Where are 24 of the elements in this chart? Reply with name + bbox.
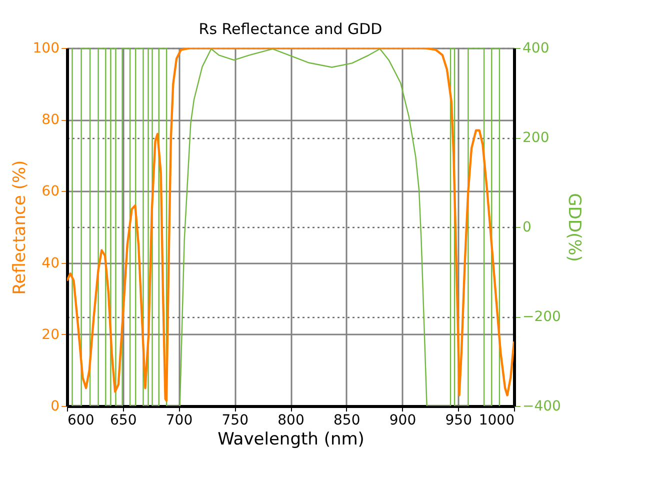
x-tick-label: 700 [166, 412, 193, 428]
y-tick-label: 100 [32, 40, 60, 56]
y-tick-label: 0 [50, 398, 60, 414]
chart-title: Rs Reflectance and GDD [198, 20, 382, 38]
y-tick-label: 80 [42, 112, 60, 128]
x-tick-label: 650 [110, 412, 137, 428]
x-axis-title: Wavelength (nm) [218, 430, 364, 450]
y-axis-title: Reflectance (%) [10, 160, 30, 295]
x-tick-label: 800 [278, 412, 304, 428]
y2-tick-label: 200 [522, 130, 550, 146]
y2-tick-label: −400 [522, 398, 561, 414]
y2-tick-label: −200 [522, 309, 561, 325]
x-tick-label: 950 [445, 412, 472, 428]
x-tick-label: 1000 [478, 412, 514, 428]
x-tick-label: 850 [334, 412, 360, 428]
y-tick-label: 40 [42, 255, 60, 272]
y-tick-label: 20 [42, 326, 60, 343]
x-tick-label: 600 [68, 412, 94, 428]
y2-tick-label: 400 [522, 40, 550, 56]
x-tick-label: 900 [389, 412, 416, 428]
y2-tick-label: 0 [522, 220, 532, 236]
y2-axis-title: GDD(%) [564, 193, 584, 262]
x-tick-label: 750 [222, 412, 248, 428]
y-tick-label: 60 [42, 184, 60, 200]
